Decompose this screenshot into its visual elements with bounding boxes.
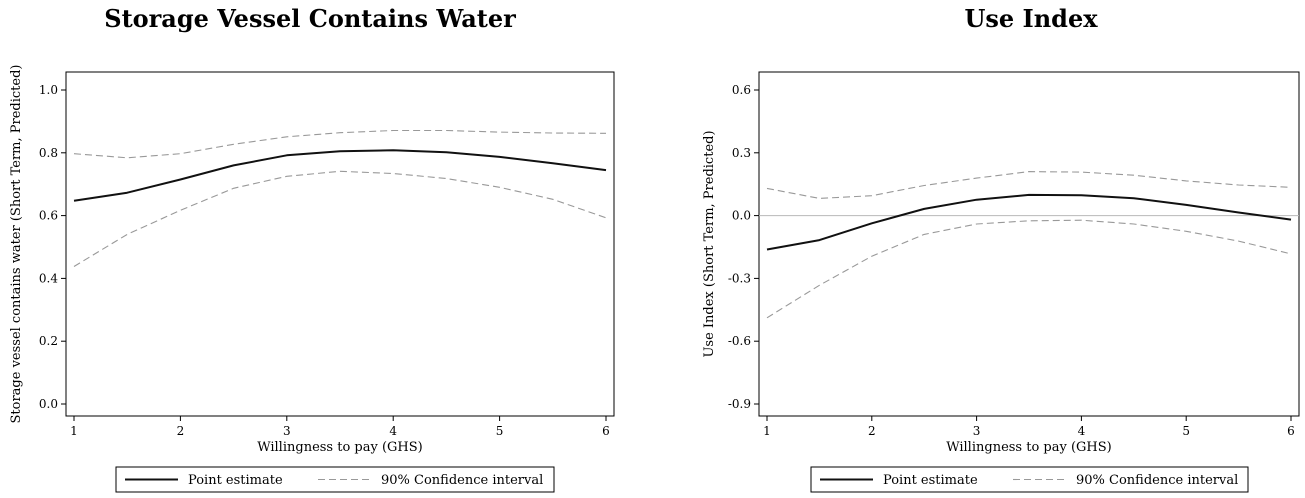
x-tick-label: 4 — [1078, 424, 1086, 438]
y-tick-label: -0.3 — [728, 271, 751, 285]
x-tick-label: 5 — [1182, 424, 1190, 438]
legend-label: Point estimate — [188, 473, 283, 488]
y-tick-label: -0.9 — [728, 397, 751, 411]
x-tick-label: 5 — [496, 424, 504, 438]
legend-label: 90% Confidence interval — [381, 473, 543, 488]
plot-frame — [758, 71, 1300, 417]
chart-title: Storage Vessel Contains Water — [104, 4, 516, 33]
y-tick-label: 1.0 — [39, 83, 58, 97]
y-tick-label: 0.6 — [732, 83, 751, 97]
chart-2: Use Index -0.9 -0.6 -0.3 0.0 0.3 0.6 1 2 3 4 5 6 Will… — [702, 4, 1300, 493]
x-tick-label: 1 — [763, 424, 771, 438]
x-tick-label: 2 — [177, 424, 185, 438]
x-axis-label: Willingness to pay (GHS) — [946, 440, 1112, 455]
x-tick-label: 2 — [868, 424, 876, 438]
chart-title: Use Index — [964, 4, 1098, 33]
ci-upper-line — [766, 171, 1292, 199]
y-tick-label: -0.6 — [728, 334, 751, 348]
y-tick-label: 0.2 — [39, 334, 58, 348]
x-tick-label: 1 — [70, 424, 78, 438]
y-tick-label: 0.3 — [732, 146, 751, 160]
plot-frame — [65, 71, 615, 417]
x-tick-label: 6 — [1287, 424, 1295, 438]
x-tick-label: 6 — [602, 424, 610, 438]
y-tick-label: 0.4 — [39, 271, 58, 285]
y-axis-label: Use Index (Short Term, Predicted) — [702, 130, 717, 357]
y-tick-label: 0.8 — [39, 146, 58, 160]
x-tick-label: 3 — [973, 424, 981, 438]
ci-lower-line — [73, 170, 607, 267]
y-tick-label: 0.6 — [39, 209, 58, 223]
point-estimate-line — [73, 149, 607, 202]
legend: Point estimate 90% Confidence interval — [810, 466, 1249, 493]
y-tick-label: 0.0 — [39, 397, 58, 411]
ci-upper-line — [73, 129, 607, 159]
x-axis-label: Willingness to pay (GHS) — [257, 440, 423, 455]
y-axis-label: Storage vessel contains water (Short Ter… — [9, 65, 24, 424]
x-tick-label: 4 — [389, 424, 397, 438]
chart-1: Storage Vessel Contains Water 0.0 0.2 0.4 0.… — [9, 4, 615, 493]
legend-label: 90% Confidence interval — [1076, 473, 1238, 488]
x-tick-label: 3 — [283, 424, 291, 438]
ci-lower-line — [766, 219, 1292, 319]
legend-label: Point estimate — [883, 473, 978, 488]
y-tick-label: 0.0 — [732, 209, 751, 223]
point-estimate-line — [766, 193, 1292, 251]
legend: Point estimate 90% Confidence interval — [115, 466, 555, 493]
